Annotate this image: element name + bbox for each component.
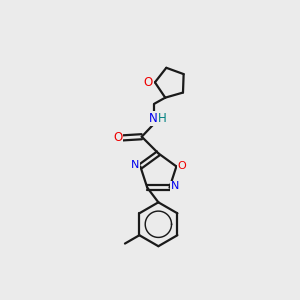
Text: N: N	[149, 112, 158, 125]
Text: H: H	[158, 112, 167, 125]
Text: N: N	[131, 160, 140, 170]
Text: O: O	[144, 76, 153, 89]
Text: O: O	[178, 161, 187, 171]
Text: N: N	[170, 182, 179, 191]
Text: O: O	[113, 131, 122, 144]
